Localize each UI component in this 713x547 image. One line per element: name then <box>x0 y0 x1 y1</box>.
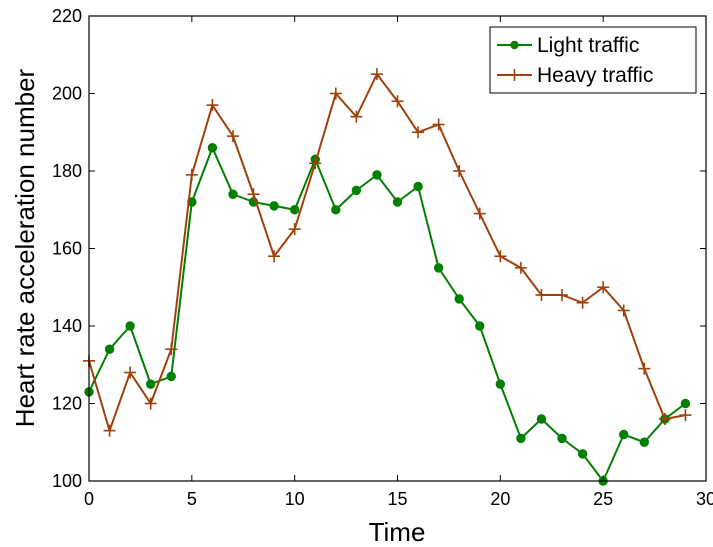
x-tick-label: 30 <box>696 489 713 509</box>
data-point <box>351 185 362 196</box>
data-point <box>494 250 507 263</box>
legend-marker <box>510 40 519 50</box>
data-point <box>495 379 506 389</box>
data-point <box>576 296 589 309</box>
data-point <box>309 157 322 170</box>
data-point <box>619 429 629 440</box>
y-axis-ticks: 100 120 140 160 180 200 220 <box>52 6 706 491</box>
x-tick-label: 0 <box>84 489 94 509</box>
data-point <box>372 170 382 180</box>
y-tick-label: 100 <box>52 471 82 491</box>
legend: Light traffic Heavy traffic <box>489 26 697 94</box>
series-line <box>88 146 687 482</box>
data-point <box>475 321 485 331</box>
x-axis-ticks: 0 5 10 15 20 25 30 <box>84 16 713 509</box>
data-point <box>412 126 425 139</box>
data-point <box>288 223 301 236</box>
legend-item: Light traffic <box>497 34 639 57</box>
data-point <box>639 437 649 447</box>
data-point <box>166 371 176 382</box>
data-point <box>247 188 260 201</box>
data-point <box>680 398 691 409</box>
x-tick-label: 10 <box>285 489 305 509</box>
data-point <box>146 379 156 389</box>
data-point <box>329 87 342 100</box>
data-point <box>638 362 651 375</box>
legend-label: Heavy traffic <box>537 64 653 87</box>
data-point <box>268 250 281 263</box>
data-point <box>617 304 630 317</box>
data-point <box>185 168 198 181</box>
data-point <box>206 99 219 112</box>
data-point <box>207 143 218 153</box>
data-point <box>658 413 671 425</box>
data-point <box>144 397 157 410</box>
y-tick-label: 180 <box>52 161 82 181</box>
y-tick-label: 200 <box>52 84 82 104</box>
data-point <box>557 433 567 444</box>
data-point <box>392 197 403 207</box>
data-point <box>556 289 569 301</box>
x-tick-label: 15 <box>387 489 407 509</box>
x-axis-label: Time <box>369 517 426 547</box>
data-point <box>516 433 526 444</box>
data-point <box>165 343 178 356</box>
data-point <box>350 110 363 123</box>
data-point <box>228 189 238 199</box>
y-axis-label: Heart rate acceleration number <box>10 68 40 427</box>
data-point <box>104 344 115 354</box>
series-heavy-traffic <box>83 68 692 437</box>
data-point <box>597 281 610 294</box>
data-point <box>226 130 239 143</box>
data-point <box>473 207 486 220</box>
data-point <box>370 68 383 81</box>
data-point <box>413 181 423 192</box>
data-point <box>124 366 137 379</box>
x-tick-label: 25 <box>593 489 613 509</box>
legend-label: Light traffic <box>537 34 639 57</box>
data-point <box>103 424 116 437</box>
data-point <box>289 205 300 215</box>
data-point <box>433 263 444 273</box>
data-point <box>269 201 279 211</box>
data-point <box>514 261 527 274</box>
y-tick-label: 140 <box>52 316 82 336</box>
data-point <box>454 294 464 304</box>
legend-items: Light traffic Heavy traffic <box>497 34 653 87</box>
data-point <box>432 118 445 131</box>
x-tick-label: 5 <box>187 489 197 509</box>
data-point <box>331 205 341 215</box>
y-tick-label: 220 <box>52 6 82 26</box>
data-point <box>391 95 404 108</box>
series-line <box>88 73 686 432</box>
y-tick-label: 120 <box>52 394 82 414</box>
legend-box <box>489 26 697 94</box>
data-point <box>679 409 692 422</box>
y-tick-label: 160 <box>52 239 82 259</box>
data-point <box>577 449 588 459</box>
data-point <box>453 165 466 177</box>
x-tick-label: 20 <box>490 489 510 509</box>
data-point <box>536 414 547 424</box>
legend-item: Heavy traffic <box>497 64 653 87</box>
data-point <box>125 321 135 331</box>
data-point <box>535 289 548 301</box>
series-layer <box>83 68 692 486</box>
